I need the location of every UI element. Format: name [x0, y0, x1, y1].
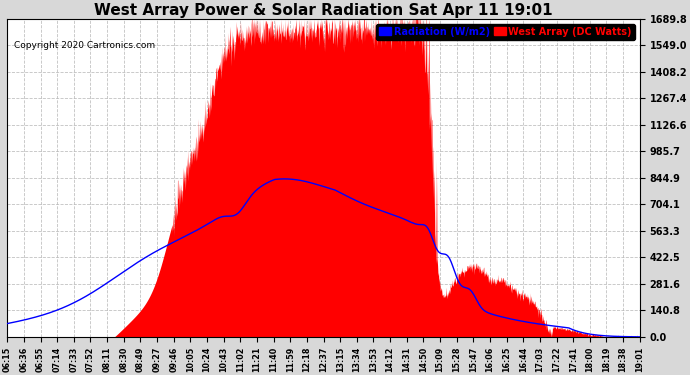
Legend: Radiation (W/m2), West Array (DC Watts): Radiation (W/m2), West Array (DC Watts) — [376, 24, 635, 40]
Text: Copyright 2020 Cartronics.com: Copyright 2020 Cartronics.com — [14, 41, 155, 50]
Title: West Array Power & Solar Radiation Sat Apr 11 19:01: West Array Power & Solar Radiation Sat A… — [95, 3, 553, 18]
